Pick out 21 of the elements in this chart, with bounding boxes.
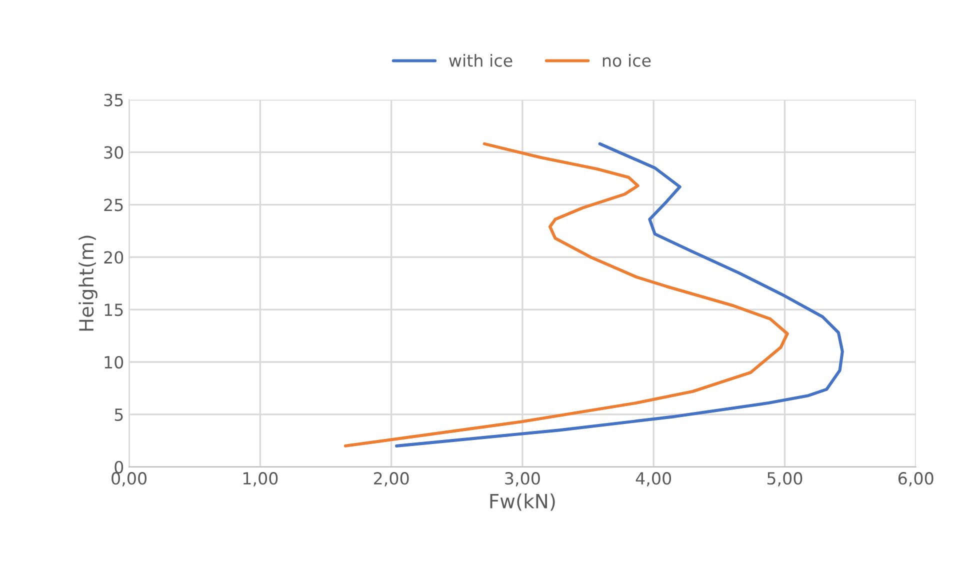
legend-label: no ice (602, 54, 651, 67)
y-tick-label: 35 (104, 94, 123, 106)
x-axis-title: Fw(kN) (490, 493, 555, 511)
x-tick-label: 5,00 (767, 472, 802, 486)
x-tick-label: 1,00 (243, 472, 278, 486)
y-tick-label: 20 (104, 251, 124, 264)
y-tick-label: 5 (114, 408, 123, 422)
x-tick-label: 0,00 (112, 472, 147, 486)
y-tick-label: 30 (104, 146, 124, 159)
y-tick-label: 15 (104, 304, 123, 316)
line-series (344, 142, 789, 448)
y-tick-label: 10 (104, 356, 124, 369)
x-tick-label: 2,00 (374, 472, 409, 486)
x-tick-label: 3,00 (505, 472, 540, 486)
x-tick-label: 4,00 (636, 472, 672, 486)
x-tick-label: 6,00 (898, 472, 934, 486)
y-axis-title: Height(m) (78, 236, 98, 331)
y-tick-label: 0 (114, 460, 124, 474)
line-series (395, 142, 844, 448)
legend-label: with ice (449, 54, 512, 67)
y-tick-label: 25 (104, 198, 123, 212)
